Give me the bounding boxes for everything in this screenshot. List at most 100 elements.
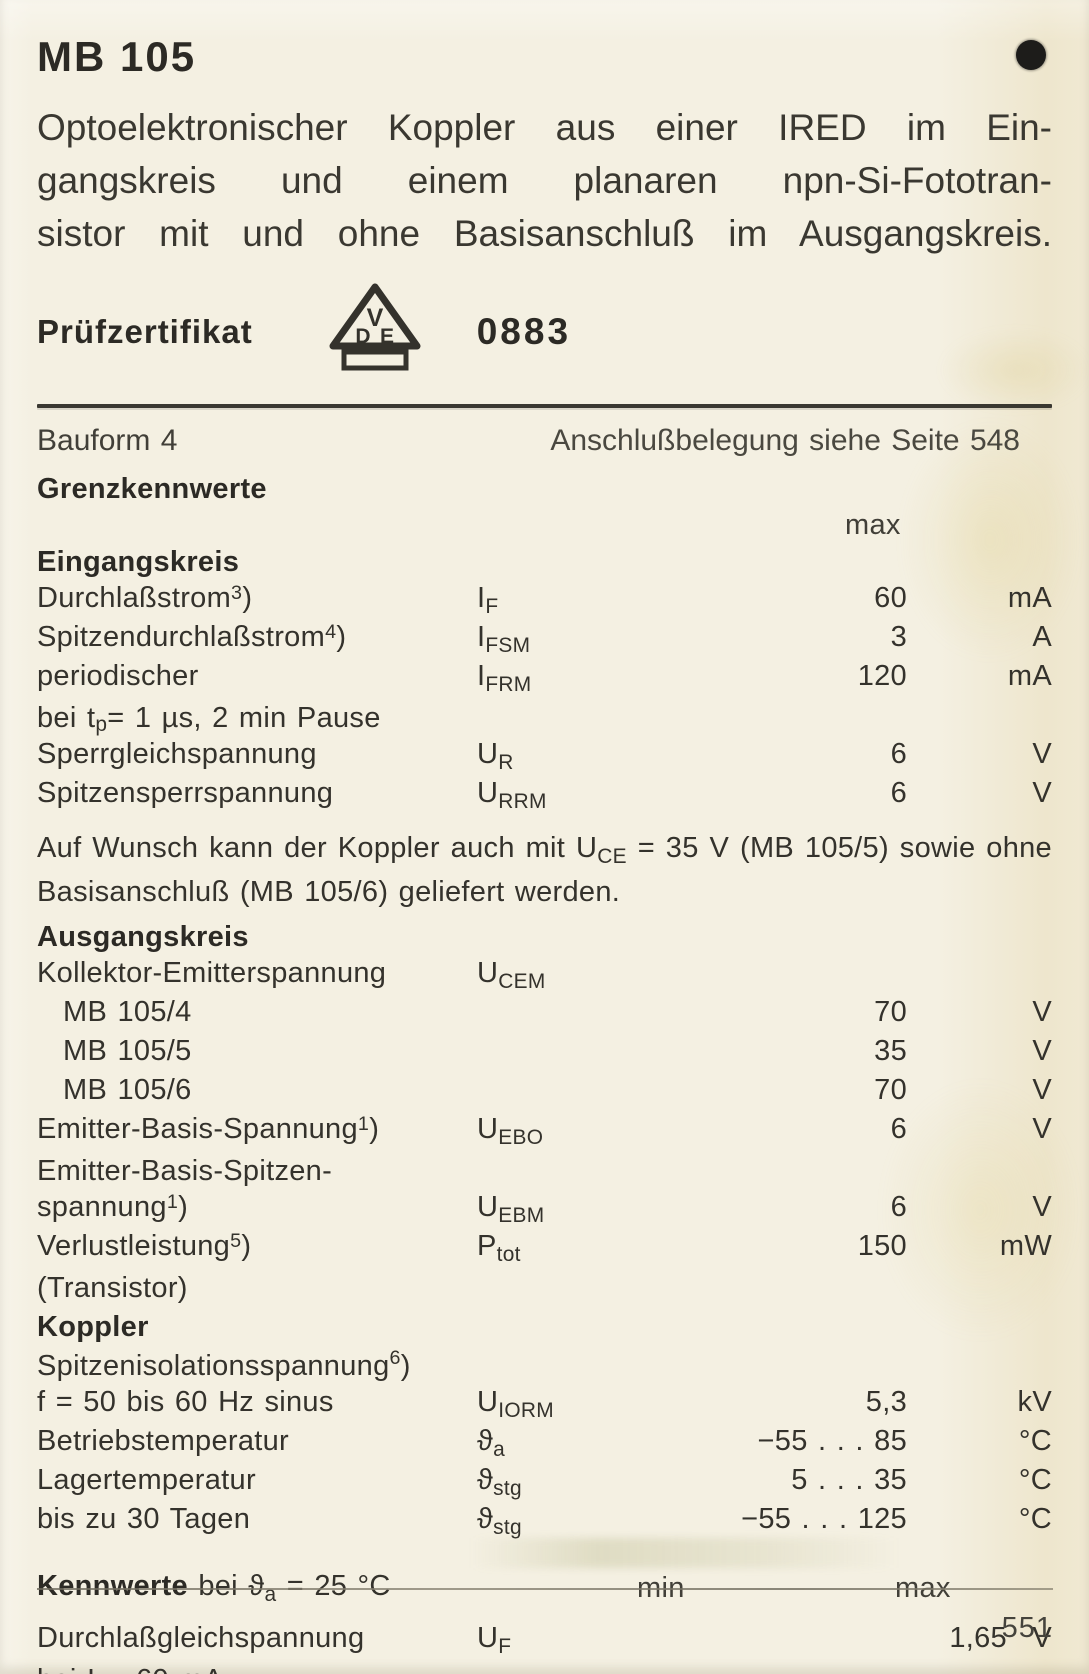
subscript: FSM: [485, 634, 531, 658]
bold-text: Kennwerte: [37, 1570, 188, 1602]
spec-unit: kV: [1017, 1386, 1052, 1418]
page-number: 551: [1001, 1612, 1053, 1644]
spec-label: Durchlaßgleichspannung: [37, 1622, 365, 1654]
certificate-number: 0883: [476, 311, 572, 352]
part-description: Optoelektronischer Koppler aus einer IRE…: [37, 101, 1052, 260]
certificate-label: Prüfzertifikat: [37, 313, 253, 350]
spec-row: Spitzensperrspannung URRM 6 V: [37, 777, 1052, 816]
svg-text:E: E: [380, 325, 394, 348]
condition-line: Spitzenisolationsspannung 6): [37, 1347, 411, 1382]
spec-value: 6: [890, 777, 907, 809]
spec-label: Betriebstemperatur: [37, 1425, 290, 1457]
note-line: Auf Wunsch kann der Koppler auch mit UCE…: [37, 832, 1052, 869]
spec-label: f = 50 bis 60 Hz sinus: [37, 1386, 334, 1418]
spec-symbol: UCEM: [477, 957, 546, 994]
spec-row: periodischer IFRM 120 mA: [37, 660, 1052, 699]
section-heading: Koppler: [37, 1311, 149, 1343]
spec-unit: mA: [1007, 582, 1052, 614]
svg-text:V: V: [366, 304, 383, 332]
condition-line: (Transistor): [37, 1272, 188, 1304]
spec-value: 120: [857, 660, 907, 692]
subscript: EBM: [498, 1204, 545, 1228]
spec-row: MB 105/4 70 V: [37, 996, 1052, 1035]
spec-symbol: ϑstg: [477, 1503, 522, 1540]
spec-label: periodischer: [37, 660, 199, 692]
spec-symbol: IF: [477, 582, 499, 619]
spec-row: Emitter-Basis-Spannung1) UEBO 6 V: [37, 1113, 1052, 1152]
spec-unit: A: [1032, 621, 1052, 653]
subscript: tot: [496, 1243, 521, 1267]
spec-value: 60: [874, 582, 907, 614]
note-paragraph: Auf Wunsch kann der Koppler auch mit UCE…: [37, 826, 1052, 914]
subscript: CE: [597, 845, 627, 869]
subscript: IORM: [498, 1399, 554, 1423]
spec-symbol: UR: [477, 738, 514, 775]
footnote-marker: 1: [357, 1112, 370, 1135]
spec-label: Verlustleistung5): [37, 1229, 252, 1262]
spec-label: MB 105/5: [63, 1035, 192, 1067]
note-line: Basisanschluß (MB 105/6) geliefert werde…: [37, 876, 621, 908]
spec-label: Spitzendurchlaßstrom4): [37, 620, 347, 653]
spec-value: 70: [874, 996, 907, 1028]
spec-value: 5 . . . 35: [791, 1464, 907, 1496]
spec-label: Emitter-Basis-Spannung1): [37, 1112, 380, 1145]
spec-symbol: URRM: [477, 777, 547, 814]
subscript: R: [498, 751, 514, 775]
spec-label: Lagertemperatur: [37, 1464, 256, 1496]
subscript: a: [264, 1583, 277, 1607]
subscript: a: [493, 1438, 506, 1462]
ratings-table: Grenzkennwerte max Eingangskreis Durchlaßst…: [37, 470, 1052, 1674]
condition-line: Emitter-Basis-Spitzen-: [37, 1155, 333, 1187]
condition-line: bei IF = 60 mA: [37, 1661, 1052, 1674]
spec-unit: V: [1032, 1191, 1052, 1223]
spec-row: Durchlaßgleichspannung UF 1,65 V: [37, 1622, 1052, 1661]
top-divider: [37, 404, 1052, 408]
spec-label: Kollektor-Emitterspannung: [37, 957, 387, 989]
spec-symbol: UF: [477, 1622, 512, 1659]
spec-label: spannung1): [37, 1190, 189, 1223]
vde-mark-icon: V D E: [329, 283, 421, 371]
spec-label: Durchlaßstrom3): [37, 581, 253, 614]
subscript: CEM: [498, 970, 546, 994]
spec-value: 6: [890, 1191, 907, 1223]
spec-symbol: IFSM: [477, 621, 531, 658]
certificate-row: Prüfzertifikat V D E 0883: [37, 283, 1052, 378]
spec-unit: mA: [1007, 660, 1052, 692]
spec-unit: mW: [999, 1230, 1052, 1262]
spec-symbol: UEBM: [477, 1191, 545, 1228]
meta-row: Bauform 4 Anschlußbelegung siehe Seite 5…: [37, 424, 1052, 458]
description-line: sistor mit und ohne Basisanschluß im Aus…: [37, 213, 1052, 254]
spec-symbol: ϑa: [477, 1425, 506, 1462]
spec-value: 6: [890, 1113, 907, 1145]
footnote-marker: 3: [231, 581, 243, 604]
index-dot-icon: [1016, 40, 1046, 70]
spec-unit: °C: [1018, 1503, 1052, 1535]
spec-symbol: UIORM: [477, 1386, 554, 1423]
spec-row: Spitzendurchlaßstrom4) IFSM 3 A: [37, 621, 1052, 660]
section-heading: Ausgangskreis: [37, 921, 249, 953]
spec-unit: V: [1032, 1622, 1052, 1654]
spec-row: MB 105/6 70 V: [37, 1074, 1052, 1113]
spec-row: spannung1) UEBM 6 V: [37, 1191, 1052, 1230]
spec-symbol: Ptot: [477, 1230, 521, 1267]
footnote-marker: 1: [166, 1190, 179, 1213]
spec-row: Verlustleistung5) Ptot 150 mW: [37, 1230, 1052, 1269]
spec-symbol: UEBO: [477, 1113, 544, 1150]
spec-row: MB 105/5 35 V: [37, 1035, 1052, 1074]
section-heading: Grenzkennwerte: [37, 473, 267, 505]
spec-symbol: IFRM: [477, 660, 532, 697]
spec-value: 70: [874, 1074, 907, 1106]
spec-value: 6: [890, 738, 907, 770]
subscript: FRM: [485, 673, 532, 697]
spec-value: 3: [890, 621, 907, 653]
subscript: EBO: [498, 1126, 544, 1150]
spec-value: −55 . . . 85: [757, 1425, 907, 1457]
section-heading: Eingangskreis: [37, 546, 240, 578]
spec-value: −55 . . . 125: [741, 1503, 907, 1535]
column-header-row: max: [37, 509, 1052, 543]
spec-label: Sperrgleichspannung: [37, 738, 317, 770]
spec-label: bis zu 30 Tagen: [37, 1503, 251, 1535]
spec-unit: V: [1032, 1074, 1052, 1106]
spec-label: Spitzensperrspannung: [37, 777, 334, 809]
